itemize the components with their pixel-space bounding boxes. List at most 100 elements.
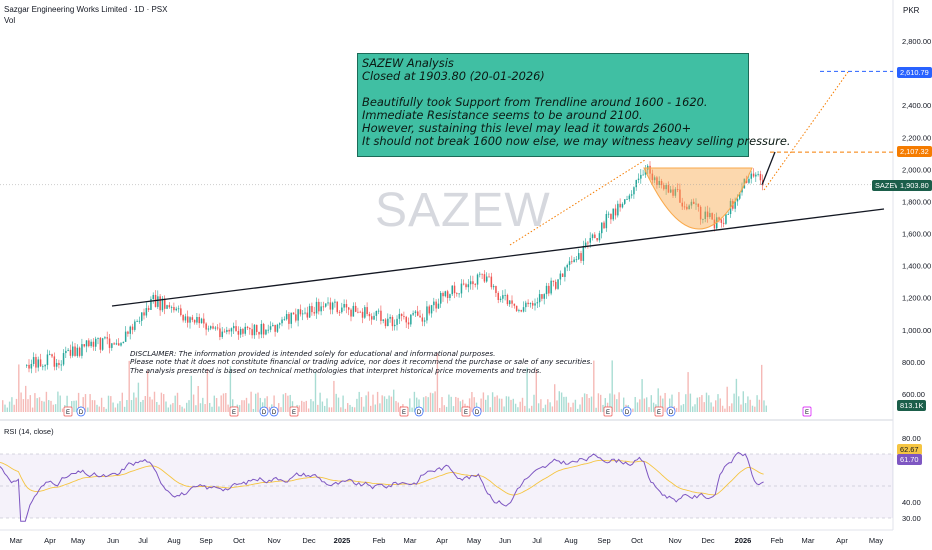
candle-body: [575, 259, 578, 261]
price-tick-label: 2,200.00: [902, 133, 931, 142]
volume-bar: [657, 388, 659, 412]
candle-body: [718, 217, 720, 220]
volume-bar: [22, 399, 25, 412]
volume-bar: [721, 405, 724, 412]
volume-bar: [687, 372, 689, 412]
candle-body: [591, 234, 594, 239]
candle-body: [44, 365, 46, 367]
volume-bar: [319, 392, 321, 412]
candle-body: [69, 349, 72, 356]
dividend-marker: [622, 406, 632, 417]
trendline: [111, 208, 885, 307]
rsi-tick-label: 30.00: [902, 514, 921, 523]
candle-body: [30, 363, 33, 369]
volume-bar: [664, 392, 666, 412]
volume-bar: [305, 400, 307, 412]
price-tick-label: 1,800.00: [902, 197, 931, 206]
time-tick-label: Oct: [631, 536, 644, 545]
candle-body: [198, 317, 200, 324]
volume-bar: [425, 396, 427, 412]
candle-body: [361, 311, 364, 318]
candle-body: [343, 304, 345, 308]
volume-bar: [489, 407, 491, 412]
candle-body: [711, 213, 713, 220]
volume-bar: [514, 403, 517, 412]
volume-bar: [517, 407, 519, 412]
candle-body: [288, 314, 290, 324]
candle-body: [272, 324, 274, 327]
volume-bar: [409, 398, 411, 412]
volume-bar: [588, 398, 590, 412]
candle-body: [727, 214, 729, 215]
time-tick-label: Nov: [267, 536, 281, 545]
volume-bar: [685, 394, 687, 412]
volume-bar: [156, 401, 158, 412]
candle-body: [481, 273, 483, 275]
volume-bar: [337, 397, 340, 412]
volume-bar: [471, 391, 473, 412]
time-tick-label: Feb: [373, 536, 386, 545]
volume-bar: [232, 399, 234, 412]
candle-body: [722, 222, 725, 224]
candle-body: [621, 203, 624, 208]
candle-body: [279, 323, 281, 325]
candle-body: [359, 311, 361, 313]
candle-body: [313, 312, 315, 314]
volume-bar: [34, 393, 36, 412]
volume-bar: [259, 397, 261, 412]
candle-body: [373, 315, 375, 320]
candle-body: [159, 296, 161, 311]
volume-bar: [367, 391, 370, 412]
candle-body: [612, 208, 614, 220]
candle-body: [709, 213, 711, 218]
dividend-marker: [666, 406, 676, 417]
volume-bar: [692, 406, 694, 412]
candle-body: [656, 177, 658, 186]
candle-body: [253, 324, 256, 336]
disclaimer: DISCLAIMER: The information provided is …: [130, 349, 593, 375]
candle-body: [308, 306, 311, 318]
candle-body: [83, 344, 85, 347]
candle-body: [262, 323, 265, 335]
volume-bar: [11, 397, 13, 412]
volume-bar: [280, 407, 282, 412]
candle-body: [653, 177, 656, 181]
candle-body: [115, 343, 118, 345]
volume-bar: [349, 404, 351, 412]
candle-body: [499, 298, 502, 300]
volume-bar: [439, 407, 441, 412]
time-tick-label: Sep: [199, 536, 212, 545]
candle-body: [371, 316, 373, 320]
candle-body: [267, 329, 269, 331]
time-tick-label: Dec: [302, 536, 316, 545]
candle-body: [318, 301, 320, 312]
volume-bar: [434, 391, 436, 412]
volume-bar: [121, 392, 123, 412]
candle-body: [302, 313, 304, 315]
volume-bar: [245, 397, 248, 412]
candle-body: [384, 319, 387, 327]
volume-bar: [763, 400, 765, 412]
candle-body: [336, 301, 338, 313]
volume-bar: [351, 406, 353, 412]
candle-body: [527, 302, 529, 305]
candle-body: [260, 323, 263, 335]
volume-bar: [533, 394, 535, 412]
volume-bar: [620, 408, 623, 412]
candle-body: [736, 198, 739, 202]
candle-body: [495, 286, 497, 294]
annotation-line: Immediate Resistance seems to be around …: [362, 108, 643, 122]
candle-body: [175, 308, 177, 311]
volume-bar: [192, 394, 195, 412]
volume-bar: [158, 404, 160, 412]
volume-bar: [43, 401, 45, 412]
candle-body: [548, 285, 550, 294]
earnings-marker-label: E: [66, 410, 70, 416]
volume-bar: [728, 406, 731, 412]
earnings-marker: [461, 406, 471, 417]
candle-body: [515, 305, 518, 311]
volume-bar: [717, 394, 719, 412]
volume-bar: [381, 395, 383, 412]
volume-bar: [89, 394, 91, 412]
